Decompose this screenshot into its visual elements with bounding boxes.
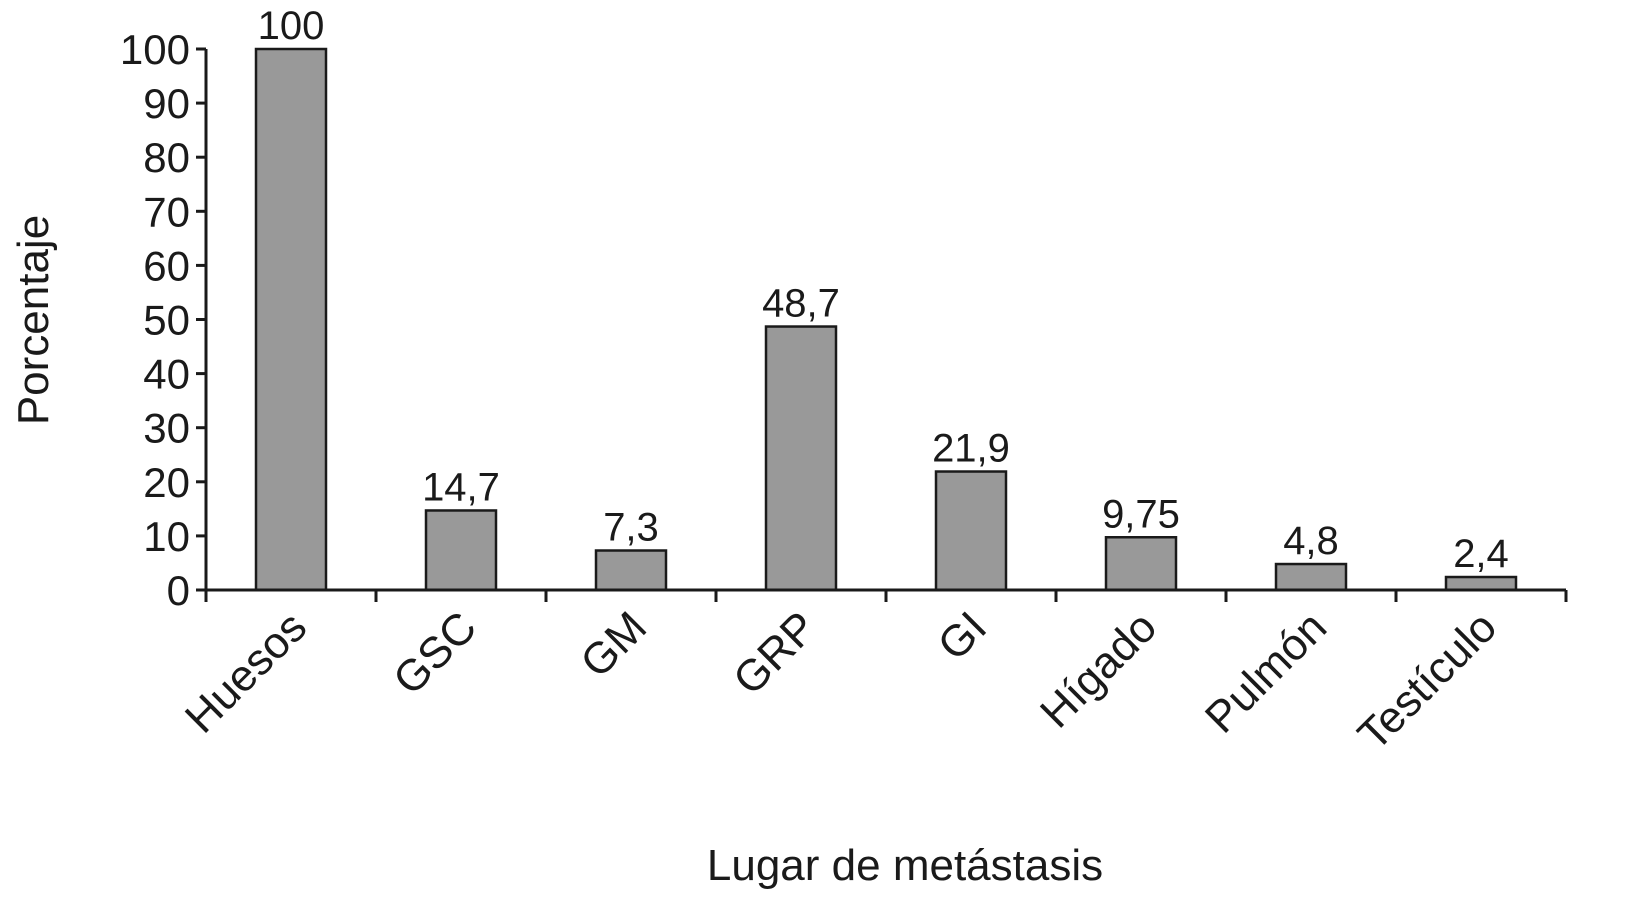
- y-tick-label: 80: [143, 134, 190, 181]
- bar: [934, 470, 1008, 592]
- x-tick-label: GI: [929, 602, 996, 669]
- y-tick-label: 60: [143, 242, 190, 289]
- bar: [1274, 562, 1348, 592]
- y-axis-title: Porcentaje: [9, 215, 58, 425]
- bar: [254, 47, 328, 592]
- y-tick-label: 20: [143, 459, 190, 506]
- bar: [424, 509, 498, 592]
- bar: [1104, 536, 1178, 592]
- x-tick-label: GM: [571, 602, 656, 687]
- bar-value-label: 100: [258, 4, 325, 48]
- x-tick-label: Testículo: [1349, 602, 1506, 759]
- y-tick-label: 70: [143, 188, 190, 235]
- x-tick-label: Huesos: [176, 602, 316, 742]
- x-tick-label: GRP: [724, 602, 826, 704]
- bar-value-label: 21,9: [932, 427, 1010, 471]
- bar-value-label: 4,8: [1283, 519, 1339, 563]
- bar-value-label: 2,4: [1453, 532, 1509, 576]
- y-tick-label: 10: [143, 513, 190, 560]
- y-tick-label: 0: [167, 567, 190, 614]
- y-tick-label: 50: [143, 297, 190, 344]
- x-tick-label: Hígado: [1031, 602, 1166, 737]
- y-tick-label: 30: [143, 405, 190, 452]
- plot-area: 0 10 20 30 40 50 60 70 80 90 100 100 14,7 7,3 48,7 21,9…: [120, 4, 1568, 760]
- bar: [1444, 575, 1518, 592]
- y-tick-label: 40: [143, 351, 190, 398]
- bar-value-label: 14,7: [422, 465, 500, 509]
- bar-value-label: 48,7: [762, 282, 840, 326]
- y-tick-label: 90: [143, 80, 190, 127]
- bar-value-label: 9,75: [1102, 492, 1180, 536]
- bar: [764, 325, 838, 592]
- y-tick-label: 100: [120, 26, 190, 73]
- x-tick-label: Pulmón: [1196, 602, 1336, 742]
- bar: [594, 549, 668, 592]
- x-axis-title: Lugar de metástasis: [707, 841, 1103, 890]
- bar-value-label: 7,3: [603, 506, 659, 550]
- x-tick-label: GSC: [384, 602, 486, 704]
